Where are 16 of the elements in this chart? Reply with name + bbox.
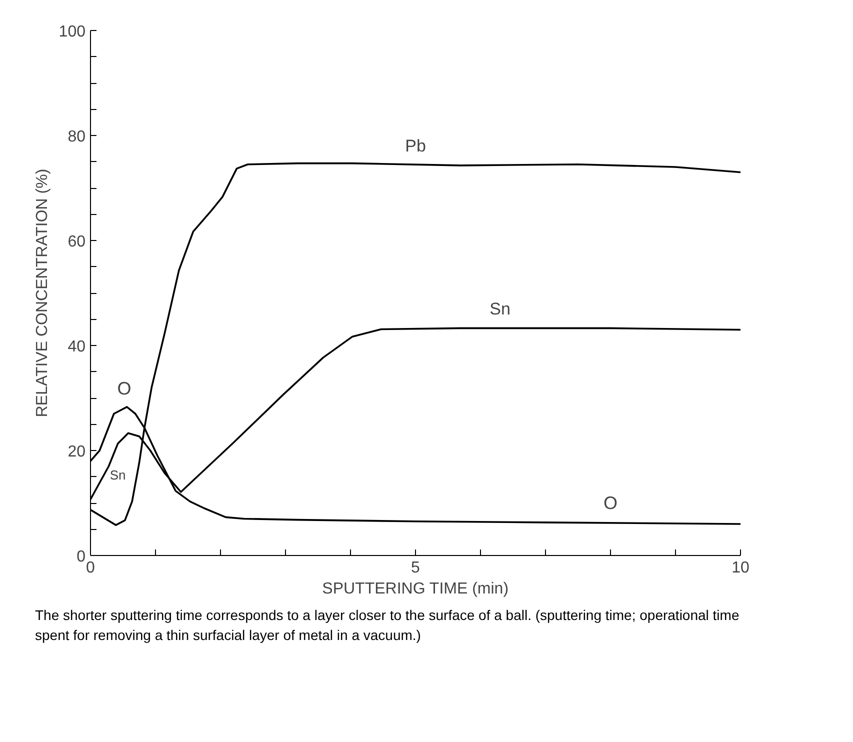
text: Sn <box>490 299 510 318</box>
x-tick-label: 10 <box>732 560 750 576</box>
y-tick-label: 60 <box>68 234 86 250</box>
series-label: Pb <box>405 136 426 156</box>
text: O <box>604 493 618 513</box>
y-tick-label: 40 <box>68 338 86 356</box>
y-axis-title: RELATIVE CONCENTRATION (%) <box>34 168 51 418</box>
series-label: O <box>117 378 132 399</box>
x-axis-title: SPUTTERING TIME (min) <box>322 580 509 598</box>
y-tick-label: 80 <box>68 128 86 146</box>
text: The shorter sputtering time corresponds to a layer closer to the surface of a ball. (sputtering time; operational time spent for removing a thin surfacial layer of metal in a vacuum.) <box>35 606 740 645</box>
series-label: Sn <box>110 468 126 483</box>
y-tick-label: 0 <box>76 548 86 566</box>
x-tick-label: 5 <box>411 560 420 576</box>
y-tick-label: 100 <box>58 24 86 40</box>
y-tick-label: 20 <box>68 444 86 460</box>
